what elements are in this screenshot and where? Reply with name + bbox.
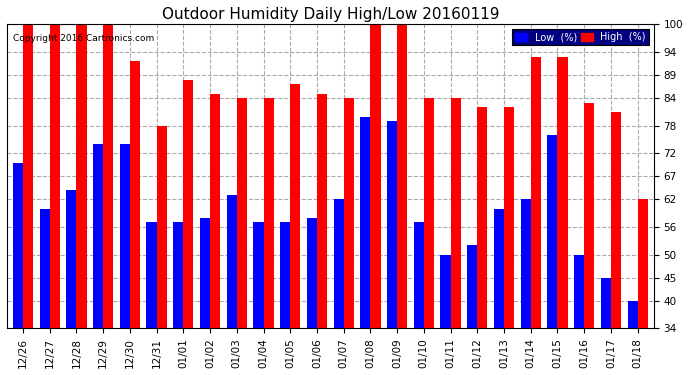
Text: Copyright 2016 Cartronics.com: Copyright 2016 Cartronics.com	[13, 34, 155, 43]
Bar	[387, 121, 397, 328]
Bar	[130, 62, 140, 328]
Bar	[584, 103, 594, 328]
Bar	[50, 24, 60, 328]
Bar	[521, 200, 531, 328]
Bar	[66, 190, 77, 328]
Bar	[146, 222, 157, 328]
Bar	[414, 222, 424, 328]
Bar	[531, 57, 541, 328]
Bar	[280, 222, 290, 328]
Bar	[371, 24, 381, 328]
Bar	[494, 209, 504, 328]
Bar	[440, 255, 451, 328]
Bar	[467, 246, 477, 328]
Bar	[237, 98, 247, 328]
Bar	[504, 107, 514, 328]
Title: Outdoor Humidity Daily High/Low 20160119: Outdoor Humidity Daily High/Low 20160119	[161, 7, 499, 22]
Bar	[601, 278, 611, 328]
Bar	[104, 24, 113, 328]
Bar	[184, 80, 193, 328]
Bar	[558, 57, 568, 328]
Bar	[157, 126, 167, 328]
Bar	[210, 93, 220, 328]
Bar	[264, 98, 274, 328]
Bar	[23, 24, 33, 328]
Legend: Low  (%), High  (%): Low (%), High (%)	[513, 29, 649, 45]
Bar	[200, 218, 210, 328]
Bar	[627, 301, 638, 328]
Bar	[397, 24, 407, 328]
Bar	[226, 195, 237, 328]
Bar	[253, 222, 264, 328]
Bar	[451, 98, 461, 328]
Bar	[333, 200, 344, 328]
Bar	[547, 135, 558, 328]
Bar	[307, 218, 317, 328]
Bar	[317, 93, 327, 328]
Bar	[344, 98, 354, 328]
Bar	[120, 144, 130, 328]
Bar	[611, 112, 621, 328]
Bar	[477, 107, 487, 328]
Bar	[574, 255, 584, 328]
Bar	[93, 144, 104, 328]
Bar	[360, 117, 371, 328]
Bar	[39, 209, 50, 328]
Bar	[77, 24, 86, 328]
Bar	[173, 222, 184, 328]
Bar	[424, 98, 434, 328]
Bar	[290, 84, 300, 328]
Bar	[638, 200, 648, 328]
Bar	[13, 163, 23, 328]
